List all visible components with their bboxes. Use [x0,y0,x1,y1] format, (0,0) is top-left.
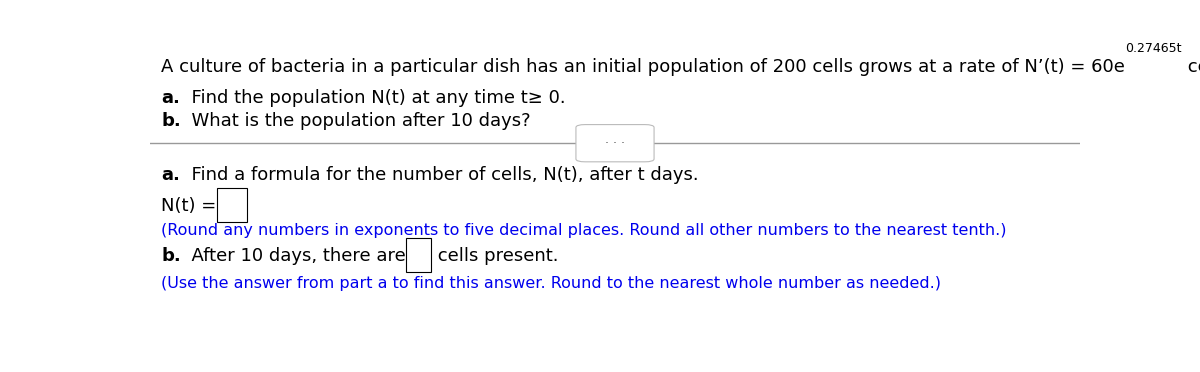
Text: N(t) =: N(t) = [161,197,216,215]
Text: (Use the answer from part a to find this answer. Round to the nearest whole numb: (Use the answer from part a to find this… [161,276,941,291]
Text: A culture of bacteria in a particular dish has an initial population of 200 cell: A culture of bacteria in a particular di… [161,58,1126,77]
Text: b.: b. [161,247,181,265]
Text: After 10 days, there are: After 10 days, there are [180,247,406,265]
Text: Find a formula for the number of cells, N(t), after t days.: Find a formula for the number of cells, … [180,166,698,184]
FancyBboxPatch shape [407,238,431,272]
Text: cells present.: cells present. [432,247,558,265]
Text: 0.27465t: 0.27465t [1126,42,1182,55]
Text: a.: a. [161,166,180,184]
Text: (Round any numbers in exponents to five decimal places. Round all other numbers : (Round any numbers in exponents to five … [161,223,1007,238]
Text: What is the population after 10 days?: What is the population after 10 days? [180,112,530,131]
Text: b.: b. [161,112,181,131]
Text: Find the population N(t) at any time t≥ 0.: Find the population N(t) at any time t≥ … [180,89,565,107]
Text: cells/day.: cells/day. [1182,58,1200,77]
Text: a.: a. [161,89,180,107]
FancyBboxPatch shape [217,188,247,222]
FancyBboxPatch shape [576,125,654,162]
Text: · · ·: · · · [605,137,625,150]
